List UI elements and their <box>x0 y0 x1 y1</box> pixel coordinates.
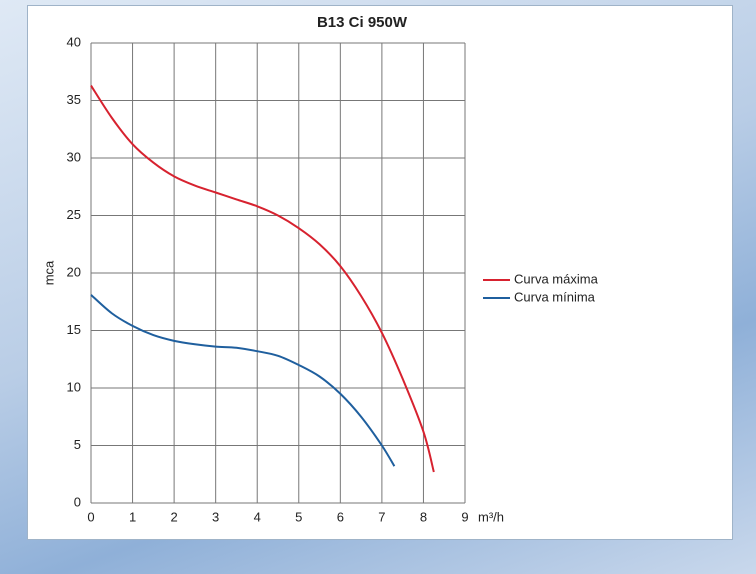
y-tick-label: 30 <box>67 149 81 164</box>
x-tick-label: 3 <box>212 509 219 524</box>
y-tick-label: 35 <box>67 92 81 107</box>
y-tick-label: 15 <box>67 322 81 337</box>
legend-label: Curva máxima <box>514 271 599 286</box>
x-tick-label: 4 <box>254 509 261 524</box>
y-tick-label: 5 <box>74 437 81 452</box>
chart-title: B13 Ci 950W <box>317 14 408 31</box>
x-axis-label: m³/h <box>478 509 504 524</box>
line-series <box>90 85 435 473</box>
y-tick-label: 25 <box>67 207 81 222</box>
x-tick-label: 2 <box>170 509 177 524</box>
x-tick-label: 8 <box>420 509 427 524</box>
x-tick-label: 6 <box>337 509 344 524</box>
x-tick-label: 1 <box>129 509 136 524</box>
x-tick-label: 9 <box>461 509 468 524</box>
y-tick-label: 40 <box>67 34 81 49</box>
y-tick-label: 10 <box>67 379 81 394</box>
line-series <box>90 294 396 467</box>
legend-label: Curva mínima <box>514 289 596 304</box>
y-tick-label: 20 <box>67 264 81 279</box>
x-tick-label: 7 <box>378 509 385 524</box>
y-axis-label: mca <box>41 260 56 285</box>
x-tick-label: 5 <box>295 509 302 524</box>
y-tick-label: 0 <box>74 494 81 509</box>
x-tick-label: 0 <box>87 509 94 524</box>
